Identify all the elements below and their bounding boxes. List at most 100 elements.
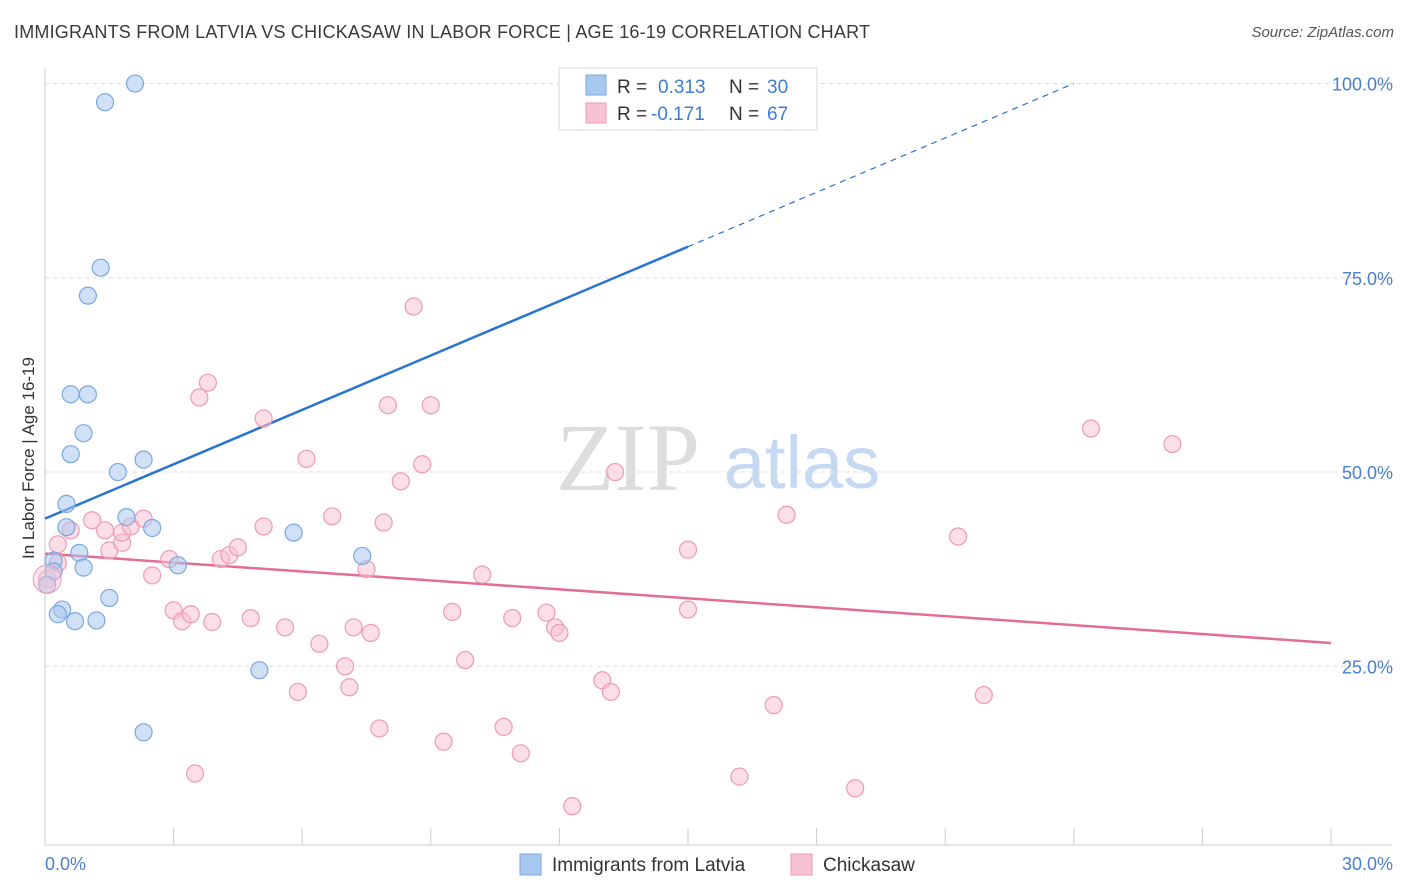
chickasaw-point (370, 719, 389, 738)
watermark-atlas: atlas (724, 421, 880, 504)
latvia-trendline (44, 245, 689, 520)
chickasaw-point (413, 455, 432, 474)
chickasaw-point (443, 602, 462, 622)
chickasaw-point (434, 732, 453, 751)
latvia-point (57, 494, 76, 513)
latvia-point (65, 612, 85, 631)
chickasaw-point (288, 682, 308, 702)
points-layer (32, 74, 1182, 816)
watermark: ZIP atlas (556, 404, 880, 511)
chickasaw-point (241, 609, 260, 628)
chickasaw-point (323, 507, 342, 526)
chickasaw-point (335, 657, 355, 676)
chickasaw-point (391, 472, 410, 491)
watermark-zip: ZIP (556, 404, 700, 511)
chickasaw-point (678, 600, 698, 619)
chickasaw-point (143, 566, 162, 585)
bottom-legend: Immigrants from Latvia Chickasaw (519, 853, 915, 876)
latvia-point (95, 93, 115, 112)
legend: R = 0.313 N = 30 R = -0.171 N = 67 (558, 67, 818, 131)
chickasaw-point (537, 603, 556, 622)
chickasaw-point (974, 685, 993, 705)
latvia-point (91, 258, 110, 277)
chickasaw-point (455, 650, 475, 670)
chickasaw-point (378, 396, 398, 415)
x-tick-label: 30.0% (1342, 854, 1393, 874)
chickasaw-point (361, 623, 380, 642)
chickasaw-point (95, 521, 115, 540)
chickasaw-point (777, 505, 796, 524)
chickasaw-point (678, 540, 698, 559)
legend-n-label-latvia: N = (729, 77, 759, 98)
latvia-point (61, 385, 80, 404)
chickasaw-point (1163, 434, 1182, 454)
latvia-point (87, 611, 106, 630)
latvia-point (48, 605, 67, 624)
axis-layer: 25.0% 50.0% 75.0% 100.0% 0.0% 30.0% (44, 68, 1393, 874)
chart-source: Source: ZipAtlas.com (1251, 24, 1394, 41)
latvia-point (143, 518, 162, 538)
grid-layer (45, 83, 1392, 667)
latvia-point (168, 556, 187, 575)
latvia-point (353, 546, 372, 566)
y-tick-label: 100.0% (1332, 75, 1393, 95)
latvia-point (61, 445, 80, 464)
chickasaw-point (340, 678, 359, 697)
chickasaw-point (503, 609, 522, 628)
chickasaw-point (511, 744, 530, 763)
chickasaw-point (203, 612, 222, 632)
y-tick-label: 50.0% (1342, 463, 1393, 483)
latvia-point (78, 286, 97, 305)
chickasaw-point (730, 767, 749, 786)
legend-r-label-chickasaw: R = (617, 104, 647, 125)
chickasaw-point (228, 538, 247, 557)
latvia-point (74, 558, 93, 577)
chickasaw-point (494, 717, 513, 736)
chickasaw-trendline (44, 552, 1332, 645)
bottom-legend-label-chickasaw: Chickasaw (823, 855, 915, 876)
chickasaw-point (563, 797, 582, 816)
legend-n-value-latvia: 30 (767, 77, 788, 98)
chickasaw-point (254, 409, 273, 428)
legend-r-value-chickasaw: -0.171 (651, 104, 705, 125)
latvia-point (134, 450, 153, 469)
chickasaw-point (846, 779, 865, 798)
chickasaw-point (190, 388, 209, 407)
chickasaw-point (606, 462, 625, 482)
chickasaw-point (550, 623, 569, 642)
chickasaw-point (601, 682, 620, 702)
chart-title: IMMIGRANTS FROM LATVIA VS CHICKASAW IN L… (14, 22, 871, 42)
chickasaw-point (1081, 419, 1101, 438)
latvia-point (250, 661, 269, 680)
latvia-point (100, 588, 119, 608)
latvia-point (117, 508, 136, 527)
legend-swatch-chickasaw (585, 102, 607, 124)
latvia-point (74, 424, 93, 443)
y-tick-label: 25.0% (1342, 657, 1393, 677)
bottom-legend-label-latvia: Immigrants from Latvia (552, 855, 746, 876)
legend-n-label-chickasaw: N = (729, 104, 759, 125)
y-tick-label: 75.0% (1342, 269, 1393, 289)
latvia-point (134, 723, 153, 742)
chickasaw-point (344, 618, 363, 637)
chickasaw-point (83, 511, 102, 530)
bottom-legend-swatch-chickasaw (790, 853, 813, 876)
latvia-point (57, 518, 76, 537)
chickasaw-point (198, 373, 217, 392)
chickasaw-point (254, 517, 273, 536)
chickasaw-point (185, 764, 205, 783)
legend-n-value-chickasaw: 67 (767, 104, 788, 125)
latvia-trendline-extension (687, 82, 1075, 248)
legend-r-value-latvia: 0.313 (658, 77, 706, 98)
latvia-point (78, 385, 97, 404)
chickasaw-point (374, 513, 393, 532)
chickasaw-point (764, 696, 783, 715)
latvia-point (108, 462, 127, 482)
chickasaw-point (275, 618, 295, 637)
trend-layer (44, 82, 1332, 645)
legend-r-label-latvia: R = (617, 77, 647, 98)
latvia-point (284, 523, 303, 542)
bottom-legend-swatch-latvia (519, 853, 542, 876)
chickasaw-point (181, 605, 200, 624)
